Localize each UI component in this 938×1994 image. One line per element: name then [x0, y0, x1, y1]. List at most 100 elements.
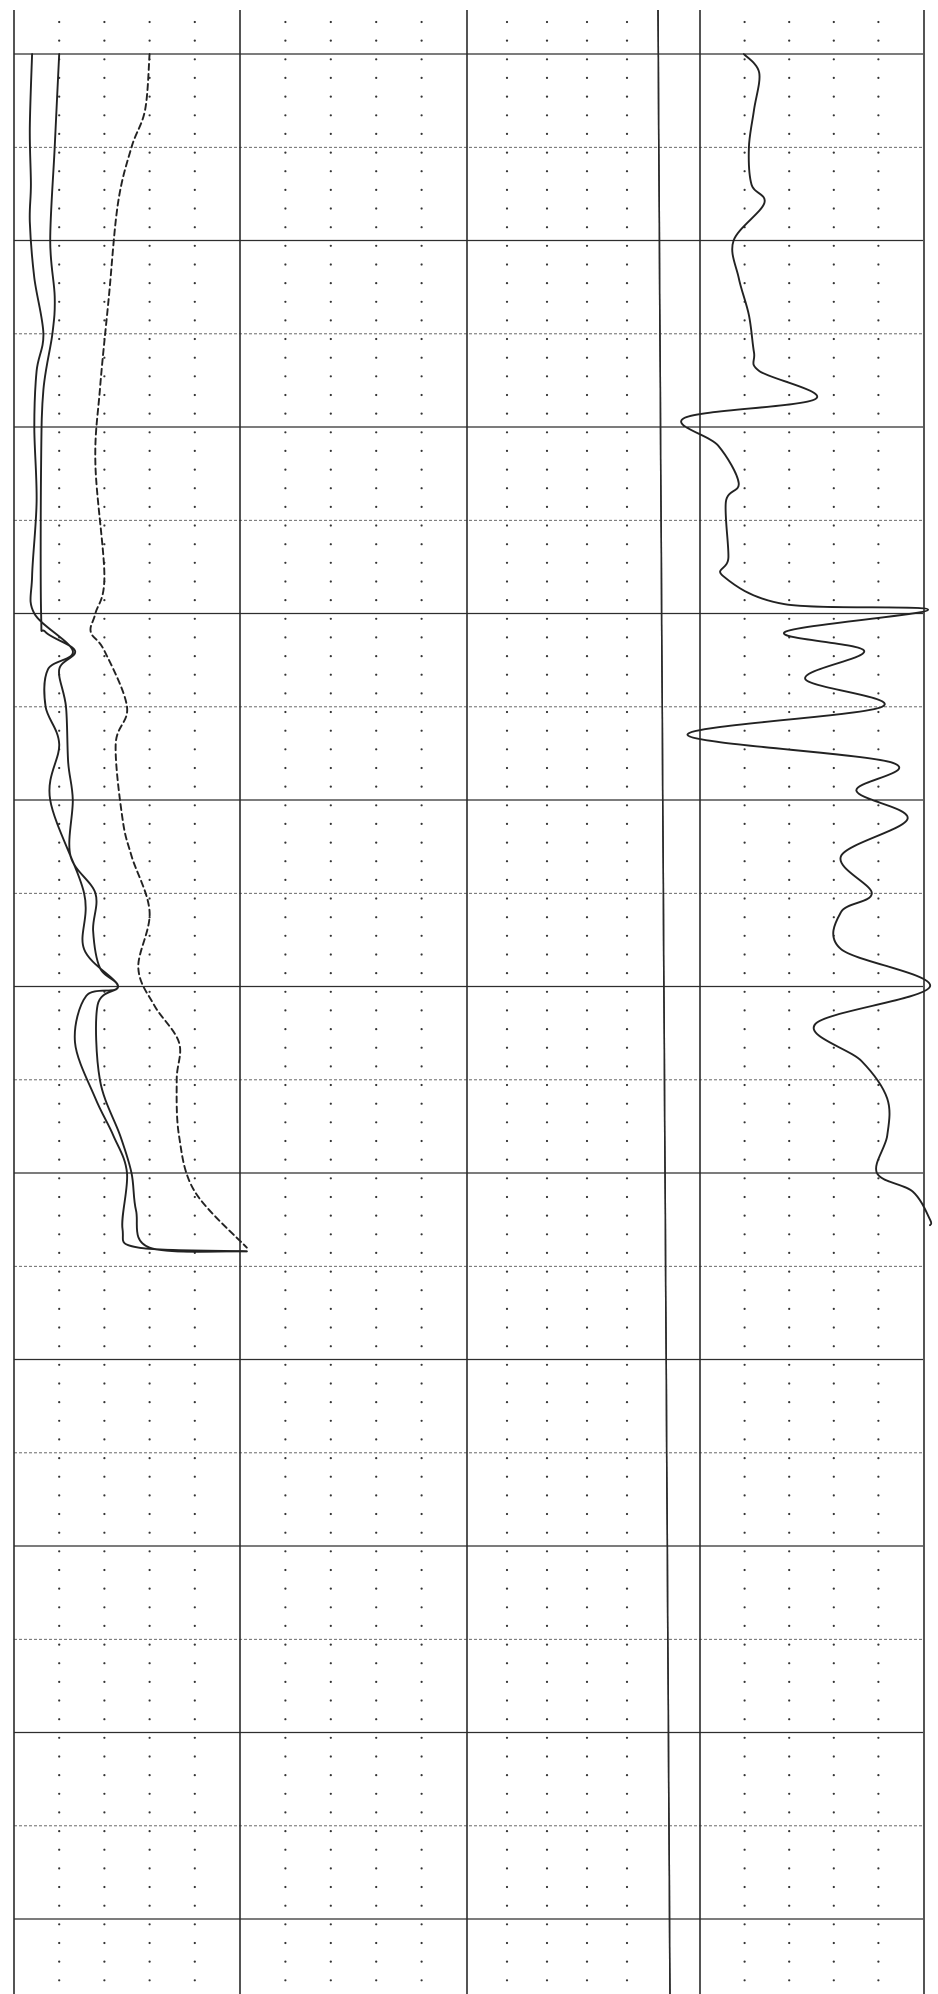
grid-dot	[193, 1699, 196, 1702]
grid-dot	[545, 1512, 549, 1516]
grid-dot	[505, 1736, 509, 1739]
grid-dot	[545, 860, 549, 863]
grid-dot	[193, 1606, 196, 1609]
grid-dot	[193, 300, 196, 303]
grid-dot	[375, 1139, 378, 1143]
grid-dot	[193, 1083, 196, 1087]
grid-dot	[743, 1867, 746, 1870]
grid-dot	[58, 170, 61, 173]
grid-dot	[193, 1867, 196, 1870]
grid-dot	[545, 1531, 549, 1534]
grid-dot	[420, 1774, 423, 1777]
grid-dot	[284, 1792, 287, 1795]
grid-dot	[832, 804, 835, 807]
grid-dot	[329, 1102, 332, 1105]
grid-dot	[375, 1102, 378, 1105]
grid-dot	[284, 1830, 287, 1833]
grid-dot	[625, 263, 629, 266]
grid-dot	[545, 655, 549, 658]
grid-dot	[585, 263, 589, 266]
grid-dot	[148, 375, 151, 378]
grid-dot	[743, 244, 746, 247]
grid-dot	[788, 1139, 791, 1143]
grid-dot	[545, 58, 549, 61]
grid-dot	[329, 1457, 332, 1460]
grid-dot	[788, 673, 791, 676]
grid-dot	[284, 692, 287, 695]
grid-dot	[420, 1606, 423, 1609]
grid-dot	[329, 114, 332, 117]
grid-dot	[545, 132, 549, 135]
grid-dot	[148, 1046, 151, 1049]
grid-dot	[788, 822, 791, 826]
grid-dot	[103, 1885, 106, 1889]
grid-dot	[545, 1979, 549, 1982]
grid-dot	[877, 337, 880, 341]
grid-dot	[743, 1792, 746, 1795]
log-curves	[28, 53, 933, 1253]
grid-dot	[193, 337, 196, 341]
grid-dot	[625, 599, 629, 602]
grid-dot	[284, 860, 287, 863]
grid-dot	[585, 729, 589, 732]
grid-dot	[375, 841, 378, 844]
grid-dot	[420, 393, 423, 397]
grid-dot	[505, 1531, 509, 1534]
grid-dot	[585, 300, 589, 303]
grid-dot	[58, 580, 61, 583]
grid-dot	[545, 1251, 549, 1254]
grid-dot	[625, 487, 629, 490]
grid-dot	[743, 1083, 746, 1087]
grid-dot	[877, 76, 880, 79]
grid-dot	[58, 599, 61, 602]
grid-dot	[585, 972, 589, 975]
grid-dot	[148, 1662, 151, 1665]
grid-dot	[832, 1438, 835, 1441]
grid-dot	[420, 617, 423, 620]
grid-dot	[420, 1270, 423, 1273]
grid-dot	[832, 636, 835, 639]
grid-dot	[625, 20, 629, 24]
grid-dot	[788, 599, 791, 602]
grid-dot	[743, 673, 746, 676]
grid-dot	[505, 860, 509, 863]
grid-dot	[743, 1102, 746, 1105]
grid-dot	[284, 356, 287, 359]
grid-dot	[625, 1065, 629, 1068]
grid-dot	[877, 953, 880, 956]
grid-dot	[625, 1941, 629, 1945]
grid-dot	[877, 226, 880, 229]
grid-dot	[585, 804, 589, 807]
grid-dot	[877, 804, 880, 807]
grid-dot	[505, 1363, 509, 1366]
grid-dot	[103, 1177, 106, 1180]
grid-dot	[585, 990, 589, 993]
grid-dot	[148, 468, 151, 471]
grid-dot	[832, 1345, 835, 1348]
grid-dot	[545, 505, 549, 508]
grid-dot	[329, 1568, 332, 1572]
grid-dot	[58, 1811, 61, 1814]
grid-dot	[58, 1419, 61, 1422]
grid-dot	[545, 785, 549, 788]
grid-dot	[148, 1419, 151, 1422]
grid-dot	[788, 1177, 791, 1180]
grid-dot	[420, 95, 423, 98]
grid-dot	[148, 1923, 151, 1926]
grid-dot	[625, 356, 629, 359]
grid-dot	[832, 207, 835, 210]
grid-dot	[375, 1718, 378, 1721]
grid-dot	[284, 1009, 287, 1012]
grid-dot	[420, 375, 423, 378]
grid-dot	[585, 1475, 589, 1478]
grid-dot	[743, 1718, 746, 1721]
grid-dot	[284, 20, 287, 24]
grid-dot	[58, 1345, 61, 1348]
grid-dot	[545, 412, 549, 415]
grid-dot	[193, 1214, 196, 1217]
grid-dot	[103, 1550, 106, 1553]
grid-dot	[148, 636, 151, 639]
grid-dot	[877, 1345, 880, 1348]
grid-dot	[505, 878, 509, 882]
grid-dot	[193, 953, 196, 956]
